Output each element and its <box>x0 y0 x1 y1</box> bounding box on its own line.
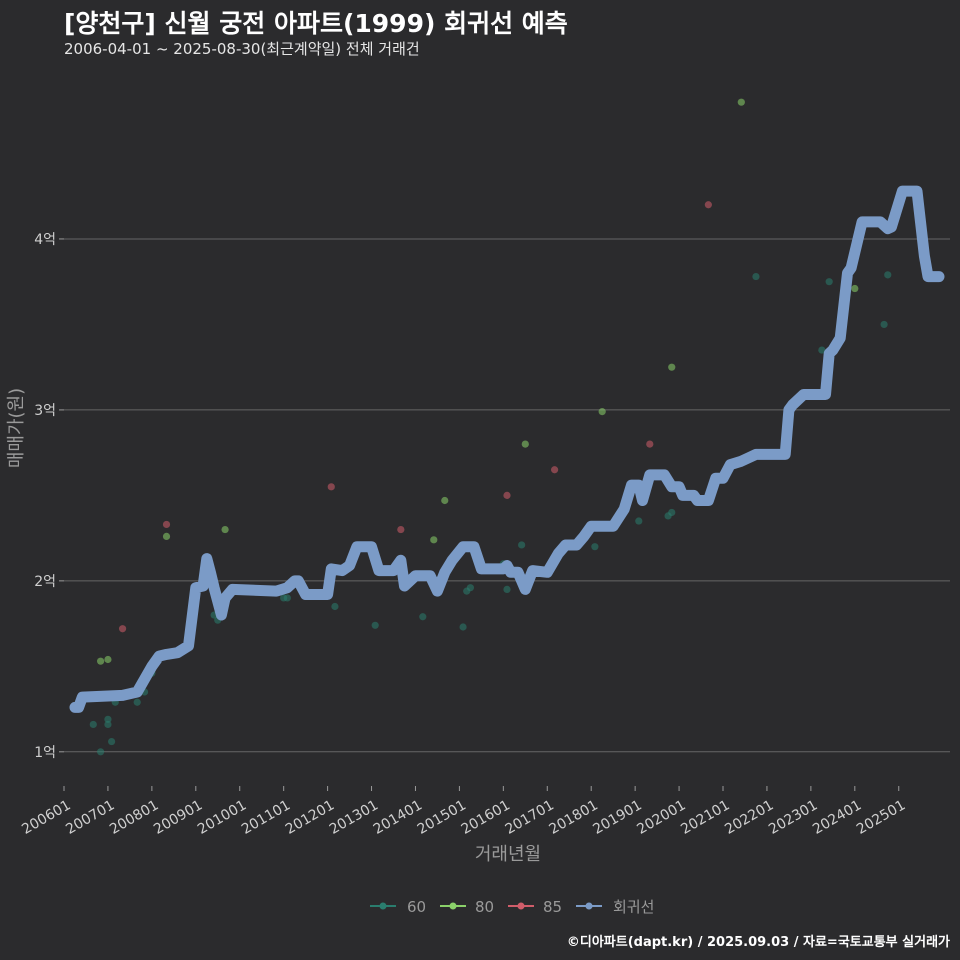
legend-key-dot <box>585 902 593 910</box>
scatter-point-60 <box>668 508 676 517</box>
legend-key-dot <box>449 902 457 910</box>
y-tick-label: 2억 <box>34 574 56 590</box>
scatter-point-60 <box>97 748 105 756</box>
regression-segment <box>69 185 945 713</box>
legend: 60 80 85 회귀선 <box>370 898 654 916</box>
chart-title: [양천구] 신월 궁전 아파트(1999) 회귀선 예측 <box>64 9 568 38</box>
source-caption: ©디아파트(dapt.kr) / 2025.09.03 / 자료=국토교통부 실… <box>566 935 950 950</box>
x-tick-label: 202201 <box>722 797 776 838</box>
scatter-point-80 <box>221 525 229 534</box>
scatter-point-60 <box>884 271 892 279</box>
x-tick-label: 201701 <box>503 797 557 838</box>
scatter-point-60 <box>133 698 141 706</box>
legend-label: 60 <box>407 898 426 916</box>
y-axis-title: 매매가(원) <box>6 388 27 468</box>
x-axis: 2006012007012008012009012010012011012012… <box>19 786 908 838</box>
scatter-point-60 <box>107 737 116 746</box>
x-tick-label: 202101 <box>678 797 732 838</box>
scatter-point-60 <box>419 613 427 621</box>
x-tick-label: 201601 <box>459 797 513 838</box>
legend-key-dot <box>517 902 525 910</box>
scatter-point-60 <box>371 621 379 629</box>
scatter-point-85 <box>397 525 405 534</box>
scatter-point-60 <box>591 543 599 551</box>
scatter-point-85 <box>704 201 712 209</box>
x-axis-title: 거래년월 <box>475 844 541 865</box>
scatter-points <box>89 98 892 756</box>
scatter-point-60 <box>518 541 526 549</box>
scatter-point-85 <box>646 440 654 448</box>
y-tick-label: 1억 <box>34 745 56 761</box>
x-tick-label: 201301 <box>327 797 381 838</box>
scatter-point-85 <box>327 483 335 491</box>
scatter-point-85 <box>503 491 511 499</box>
scatter-point-80 <box>441 496 449 505</box>
x-tick-label: 200701 <box>63 797 117 838</box>
scatter-point-80 <box>668 363 676 371</box>
scatter-point-85 <box>118 625 127 633</box>
scatter-point-80 <box>162 532 171 541</box>
x-tick-label: 201901 <box>590 797 644 838</box>
x-tick-label: 201101 <box>239 797 293 838</box>
scatter-point-80 <box>97 657 105 665</box>
x-tick-label: 201201 <box>283 797 337 838</box>
scatter-point-80 <box>598 408 606 416</box>
legend-label: 85 <box>543 898 562 916</box>
scatter-point-80 <box>521 440 529 448</box>
x-tick-label: 200601 <box>19 797 73 838</box>
y-tick-label: 4억 <box>34 232 56 248</box>
regression-line <box>69 185 945 713</box>
scatter-point-60 <box>635 517 643 525</box>
scatter-point-60 <box>283 594 291 602</box>
scatter-point-60 <box>818 346 826 354</box>
legend-label: 회귀선 <box>613 898 654 916</box>
x-tick-label: 202501 <box>854 797 908 838</box>
scatter-point-80 <box>851 284 859 293</box>
x-tick-label: 202401 <box>810 797 864 838</box>
legend-label: 80 <box>475 898 494 916</box>
x-tick-label: 200801 <box>107 797 161 838</box>
scatter-point-60 <box>880 320 888 329</box>
scatter-point-60 <box>104 720 112 729</box>
y-tick-label: 3억 <box>34 403 56 419</box>
scatter-point-85 <box>550 466 559 474</box>
x-tick-label: 201001 <box>195 797 249 838</box>
x-tick-label: 200901 <box>151 797 205 838</box>
scatter-point-85 <box>162 520 171 529</box>
x-tick-label: 201801 <box>547 797 601 838</box>
scatter-point-80 <box>104 655 112 664</box>
scatter-point-60 <box>104 715 112 723</box>
scatter-point-80 <box>737 98 745 106</box>
y-axis: 1억 2억 3억 4억 <box>34 232 64 761</box>
x-tick-label: 201501 <box>415 797 469 838</box>
scatter-point-60 <box>459 623 467 631</box>
legend-key-dot <box>379 902 387 910</box>
scatter-point-60 <box>331 602 339 611</box>
scatter-point-60 <box>752 272 760 281</box>
scatter-point-60 <box>466 584 474 592</box>
scatter-point-80 <box>430 536 438 544</box>
x-tick-label: 202301 <box>766 797 820 838</box>
scatter-point-60 <box>89 720 97 729</box>
scatter-point-60 <box>825 278 833 286</box>
chart-subtitle: 2006-04-01 ~ 2025-08-30(최근계약일) 전체 거래건 <box>64 40 420 58</box>
scatter-point-60 <box>503 585 511 594</box>
x-tick-label: 201401 <box>371 797 425 838</box>
x-tick-label: 202001 <box>634 797 688 838</box>
